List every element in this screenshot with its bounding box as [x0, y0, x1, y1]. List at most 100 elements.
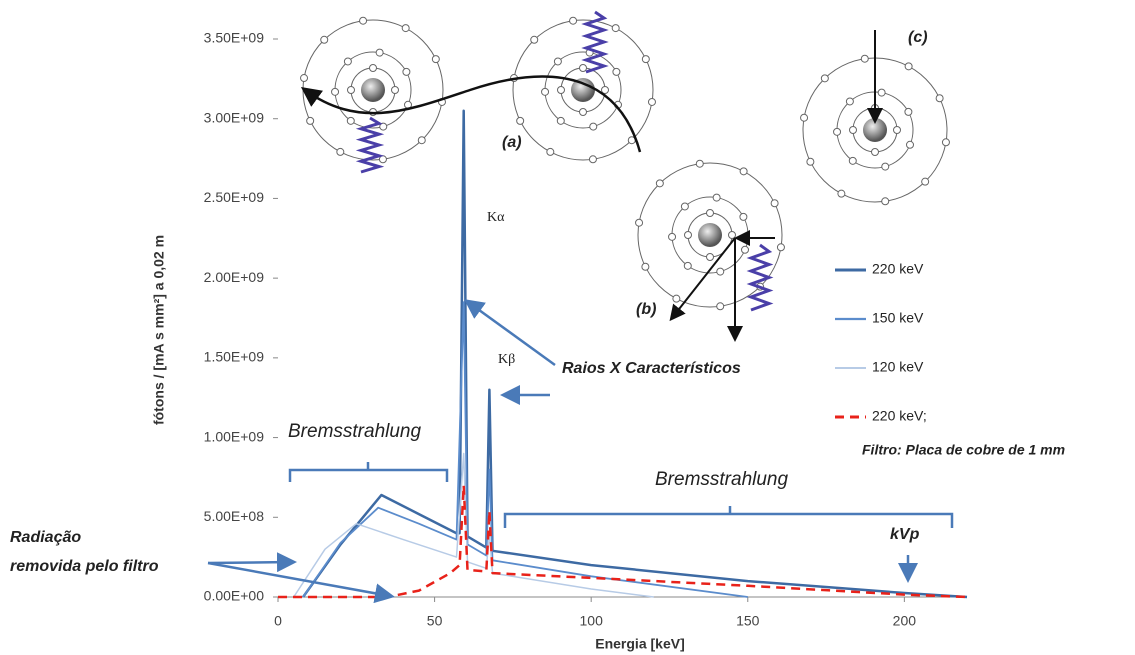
electron	[392, 87, 399, 94]
legend-label: 220 keV	[872, 261, 924, 277]
electron	[717, 303, 724, 310]
electron	[740, 213, 747, 220]
electron	[337, 148, 344, 155]
electron	[557, 117, 564, 124]
electron	[648, 98, 655, 105]
electron	[642, 263, 649, 270]
electron	[547, 148, 554, 155]
y-tick-label: 3.50E+09	[204, 30, 265, 46]
electron	[821, 75, 828, 82]
photon-wave	[751, 245, 769, 310]
electron	[846, 98, 853, 105]
electron	[418, 137, 425, 144]
electron	[850, 127, 857, 134]
electron	[332, 88, 339, 95]
legend-label: 150 keV	[872, 310, 924, 326]
electron	[348, 87, 355, 94]
electron	[370, 65, 377, 72]
electron	[882, 163, 889, 170]
x-tick-label: 150	[736, 613, 760, 629]
electron	[642, 56, 649, 63]
photon-wave	[361, 118, 379, 172]
y-axis-title: fótons / [mA s mm²] a 0,02 m	[151, 235, 167, 425]
electron	[673, 295, 680, 302]
electron	[360, 17, 367, 24]
annotation: (b)	[636, 301, 656, 318]
brace	[505, 506, 952, 528]
electron	[777, 244, 784, 251]
nucleus	[698, 223, 722, 247]
plot: 0.00E+005.00E+081.00E+091.50E+092.00E+09…	[10, 29, 1065, 628]
electron	[301, 75, 308, 82]
chart: 0.00E+005.00E+081.00E+091.50E+092.00E+09…	[0, 0, 1135, 655]
electron	[696, 160, 703, 167]
electron	[801, 114, 808, 121]
electron	[894, 127, 901, 134]
legend-note: Filtro: Placa de cobre de 1 mm	[862, 442, 1065, 458]
electron	[922, 178, 929, 185]
annotation: Raios X Característicos	[562, 360, 741, 377]
legend-label: 220 keV;	[872, 408, 927, 424]
electron	[636, 219, 643, 226]
annotation: Bremsstrahlung	[655, 469, 788, 490]
electron	[590, 123, 597, 130]
electron	[882, 198, 889, 205]
x-tick-label: 50	[427, 613, 443, 629]
electron	[580, 65, 587, 72]
x-tick-label: 200	[893, 613, 917, 629]
electron	[580, 109, 587, 116]
series-line	[294, 454, 654, 598]
electron	[905, 108, 912, 115]
electron	[669, 233, 676, 240]
annotation: Radiação	[10, 529, 81, 546]
electron	[872, 149, 879, 156]
nucleus	[361, 78, 385, 102]
electron	[681, 203, 688, 210]
y-tick-label: 3.00E+09	[204, 109, 265, 125]
electron	[612, 25, 619, 32]
electron	[717, 268, 724, 275]
electron	[907, 141, 914, 148]
electron	[531, 36, 538, 43]
annotation: removida pelo filtro	[10, 558, 159, 575]
electron	[376, 49, 383, 56]
electron	[613, 68, 620, 75]
nucleus	[863, 118, 887, 142]
electron	[542, 88, 549, 95]
y-tick-label: 1.50E+09	[204, 349, 265, 365]
annotation: kVp	[890, 526, 920, 543]
electron	[740, 168, 747, 175]
electron	[905, 63, 912, 70]
electron	[684, 262, 691, 269]
brace	[290, 462, 447, 482]
annotation: (a)	[502, 134, 522, 151]
annotation: Bremsstrahlung	[288, 421, 421, 442]
electron	[570, 17, 577, 24]
electron	[878, 89, 885, 96]
photon-wave	[586, 12, 604, 72]
electron	[403, 68, 410, 75]
y-tick-label: 2.00E+09	[204, 269, 265, 285]
electron	[942, 139, 949, 146]
electron	[347, 117, 354, 124]
x-axis-title: Energia [keV]	[595, 636, 684, 652]
electron	[685, 232, 692, 239]
legend-label: 120 keV	[872, 359, 924, 375]
electron	[517, 117, 524, 124]
electron	[558, 87, 565, 94]
x-tick-label: 0	[274, 613, 282, 629]
electron	[307, 117, 314, 124]
annotation: Kβ	[498, 352, 515, 367]
atom-diagrams	[301, 12, 950, 338]
electron	[713, 194, 720, 201]
electron	[849, 157, 856, 164]
electron	[656, 180, 663, 187]
electron	[729, 232, 736, 239]
electron	[321, 36, 328, 43]
electron	[742, 246, 749, 253]
series-line	[303, 302, 748, 597]
electron	[861, 55, 868, 62]
y-tick-label: 2.50E+09	[204, 189, 265, 205]
electron	[554, 58, 561, 65]
electron	[402, 25, 409, 32]
